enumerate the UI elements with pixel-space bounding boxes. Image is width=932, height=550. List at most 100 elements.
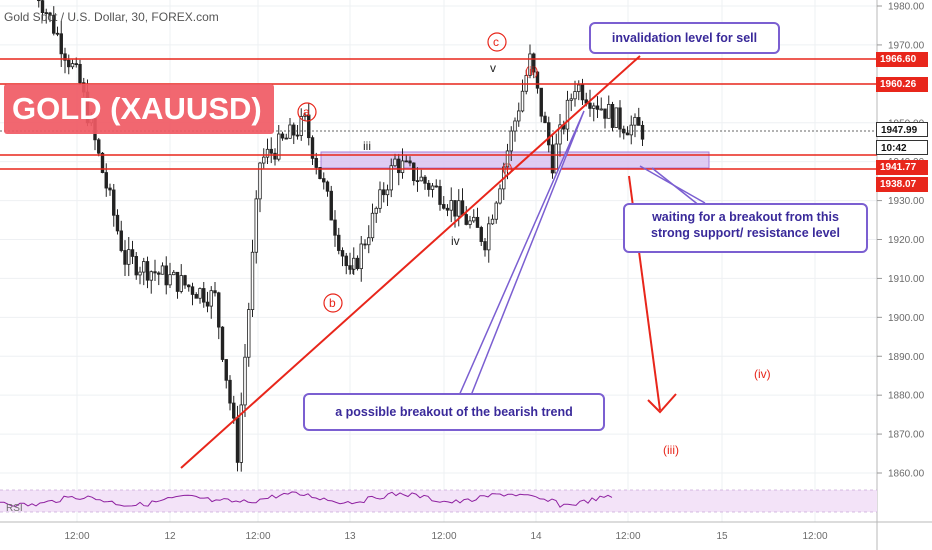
candle-body [198, 288, 202, 299]
candle-body [74, 63, 78, 66]
wave-c-circle [487, 32, 507, 52]
candle-body [640, 124, 645, 140]
x-tick-label: 12:00 [431, 531, 456, 542]
candle-body [457, 200, 461, 217]
candle-body [187, 284, 191, 288]
candle-body [438, 186, 442, 205]
candle-body [55, 32, 60, 35]
candle-body [250, 251, 255, 310]
candle-body [213, 290, 217, 294]
candle-body [550, 144, 555, 174]
candle-body [547, 122, 551, 146]
candle-body [475, 216, 480, 228]
wave-label-i: i [331, 206, 334, 220]
candle-body [145, 261, 150, 281]
candle-body [108, 187, 112, 191]
wave-label-(iv): (iv) [754, 367, 771, 381]
candle-body [67, 59, 71, 68]
candle-body [269, 148, 273, 154]
candle-body [52, 14, 56, 34]
candle-body [337, 234, 341, 251]
candle-body [258, 162, 262, 200]
candle-body [340, 250, 345, 257]
candle-body [577, 84, 581, 92]
candle-body [479, 227, 483, 242]
y-tick-label: 1970.00 [888, 40, 925, 51]
candle-body [179, 275, 183, 292]
candle-body [543, 115, 547, 124]
candle-body [307, 114, 311, 139]
candle-body [247, 309, 251, 358]
candle-body [434, 185, 438, 188]
candle-body [528, 53, 532, 76]
candle-body [239, 404, 243, 463]
candle-body [318, 167, 322, 179]
waiting-breakout-note[interactable]: waiting for a breakout from this strong … [623, 203, 868, 253]
candle-body [134, 256, 138, 276]
candle-body [483, 241, 487, 251]
candle-body [295, 134, 300, 137]
wave-label-ii: ii [349, 263, 354, 277]
price-label-current: 1947.99 [876, 122, 928, 137]
candle-body [520, 90, 525, 112]
candle-body [389, 165, 393, 191]
candle-body [48, 12, 52, 16]
candle-body [37, 0, 41, 2]
candle-body [325, 181, 330, 192]
wave-label-(ii): (ii) [525, 64, 538, 78]
candle-body [329, 190, 333, 221]
x-tick-label: 12 [164, 531, 176, 542]
candle-body [464, 214, 468, 225]
wave-a-circle [297, 102, 317, 122]
candle-body [217, 292, 221, 328]
candle-body [382, 189, 386, 196]
y-tick-label: 1980.00 [888, 2, 925, 13]
candle-body [157, 272, 161, 275]
candle-body [183, 275, 187, 286]
candle-body [400, 160, 405, 174]
candle-body [513, 120, 517, 132]
candle-body [487, 223, 491, 251]
possible-breakout-note[interactable]: a possible breakout of the bearish trend [303, 393, 605, 431]
candle-body [63, 53, 67, 61]
candle-body [115, 214, 120, 232]
candle-body [235, 417, 240, 463]
invalidation-note[interactable]: invalidation level for sell [589, 22, 780, 54]
candle-body [310, 137, 315, 159]
candle-body [194, 294, 198, 299]
candle-body [618, 107, 622, 130]
candle-body [599, 108, 603, 111]
candle-body [442, 204, 446, 209]
candle-body [280, 133, 285, 139]
candle-body [202, 288, 206, 303]
time-axis[interactable]: 12:00 12 12:00 13 12:00 14 12:00 15 12:00 [64, 531, 827, 542]
candle-body [97, 139, 101, 154]
rsi-label: RSI [6, 503, 23, 514]
candle-body [378, 189, 382, 209]
candle-body [153, 271, 157, 274]
candle-body [303, 114, 307, 117]
candle-body [265, 148, 270, 158]
candle-body [160, 265, 165, 275]
candle-body [333, 219, 337, 236]
candle-body [44, 12, 48, 14]
candle-body [344, 255, 348, 267]
candle-body [374, 207, 378, 214]
price-label-1966: 1966.60 [876, 52, 928, 67]
candle-body [40, 0, 45, 13]
candle-body [494, 202, 498, 220]
price-label-1938: 1938.07 [876, 177, 928, 192]
candle-body [254, 198, 258, 253]
candle-body [209, 290, 213, 307]
candle-body [427, 182, 431, 190]
candle-body [112, 189, 116, 216]
candle-body [142, 261, 146, 273]
candle-body [415, 180, 420, 183]
x-tick-label: 12:00 [245, 531, 270, 542]
candle-body [352, 257, 356, 270]
candle-body [580, 84, 585, 101]
candle-countdown: 10:42 [876, 140, 928, 155]
candle-body [509, 130, 513, 152]
bearish-trend-line[interactable] [180, 55, 641, 469]
